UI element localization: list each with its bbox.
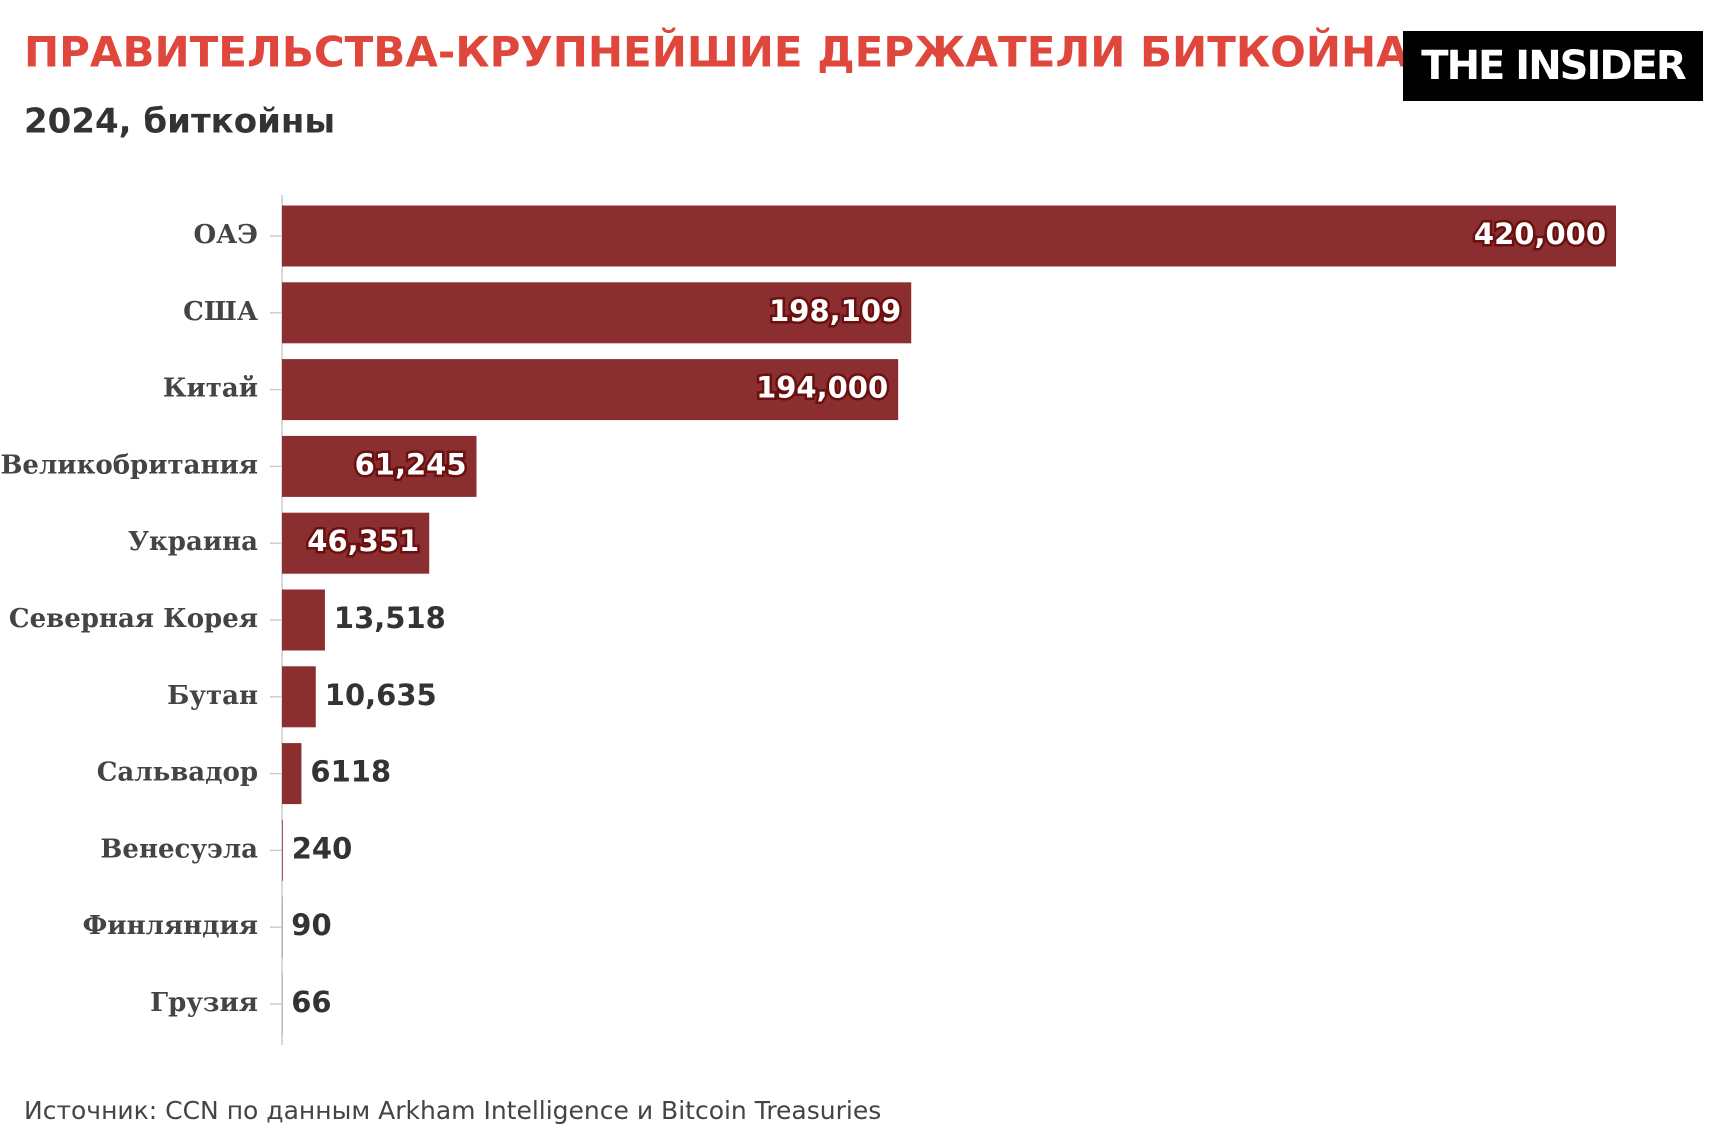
category-label: Великобритания <box>0 450 258 480</box>
value-label: 10,635 <box>325 678 437 712</box>
category-label: Грузия <box>150 988 258 1018</box>
category-label: Бутан <box>167 681 258 711</box>
category-label: США <box>183 297 258 327</box>
value-label: 240 <box>292 831 353 865</box>
category-label: Венесуэла <box>100 834 258 864</box>
bar <box>282 282 912 344</box>
category-label: Китай <box>163 374 258 404</box>
bar <box>282 205 1616 267</box>
category-label: Сальвадор <box>97 758 258 788</box>
category-label: Северная Корея <box>9 604 258 634</box>
value-label: 420,000 <box>1474 217 1606 251</box>
value-label: 13,518 <box>334 601 446 635</box>
logo-box <box>1403 31 1703 101</box>
bar <box>282 666 316 728</box>
value-label: 61,245 <box>355 447 467 481</box>
bar <box>282 589 325 651</box>
value-label: 46,351 <box>307 524 419 558</box>
category-label: Финляндия <box>83 911 258 941</box>
value-label: 198,109 <box>769 294 901 328</box>
bar <box>282 359 899 421</box>
value-label: 66 <box>291 985 331 1019</box>
value-label: 194,000 <box>756 371 888 405</box>
chart-subtitle: 2024, биткойны <box>24 102 335 142</box>
category-label: ОАЭ <box>193 220 258 250</box>
bar <box>282 435 477 497</box>
source: Источник: CCN по данным Arkham Intellige… <box>24 1096 881 1125</box>
bar <box>282 819 283 881</box>
bar <box>282 512 430 574</box>
chart-title: ПРАВИТЕЛЬСТВА-КРУПНЕЙШИЕ ДЕРЖАТЕЛИ БИТКО… <box>24 27 1409 77</box>
bar <box>282 743 302 805</box>
category-label: Украина <box>128 527 258 557</box>
value-label: 6118 <box>310 755 391 789</box>
value-label: 90 <box>291 908 331 942</box>
logo: THE INSIDER <box>1421 43 1686 89</box>
